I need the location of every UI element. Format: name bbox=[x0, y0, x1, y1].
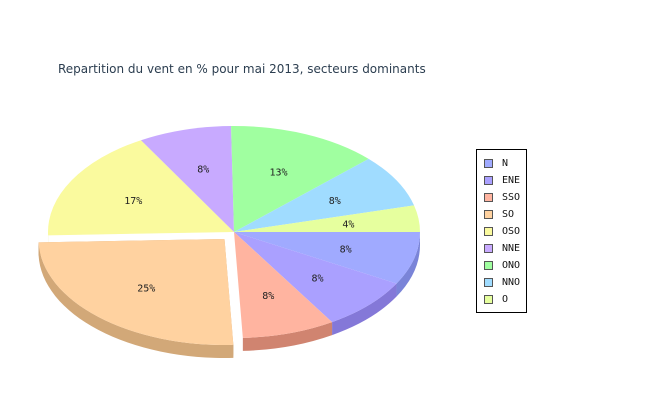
legend-item-o: O bbox=[484, 293, 508, 306]
pie-label-ono: 13% bbox=[270, 167, 288, 178]
legend-label: ENE bbox=[502, 175, 521, 186]
legend-item-nno: NNO bbox=[484, 276, 520, 289]
legend-label: SO bbox=[502, 209, 515, 220]
legend-label: ONO bbox=[502, 260, 521, 271]
pie-slice-sso bbox=[234, 232, 333, 338]
legend-swatch bbox=[484, 295, 493, 304]
legend-item-n: N bbox=[484, 157, 508, 170]
legend-label: O bbox=[502, 294, 509, 305]
pie-slice-ono bbox=[231, 126, 369, 232]
legend-swatch bbox=[484, 210, 493, 219]
pie-label-so: 25% bbox=[137, 283, 155, 294]
legend-label: OSO bbox=[502, 226, 521, 237]
pie-side-ene bbox=[332, 283, 397, 336]
pie-slice-o bbox=[234, 205, 420, 232]
pie-label-sso: 8% bbox=[262, 291, 274, 302]
pie-slice-oso bbox=[48, 140, 234, 236]
legend-label: NNO bbox=[502, 277, 521, 288]
pie-top-layer bbox=[38, 126, 420, 346]
legend-item-ene: ENE bbox=[484, 174, 520, 187]
legend-swatch bbox=[484, 227, 493, 236]
legend-swatch bbox=[484, 261, 493, 270]
pie-label-o: 4% bbox=[342, 220, 354, 231]
pie-label-oso: 17% bbox=[124, 196, 142, 207]
legend-item-sso: SSO bbox=[484, 191, 520, 204]
legend-item-so: SO bbox=[484, 208, 514, 221]
pie-slice-n bbox=[234, 232, 420, 284]
pie-label-layer: 8% 8% 8% 25% 17% 8% 13% 8% 4% bbox=[124, 165, 354, 302]
legend-item-nne: NNE bbox=[484, 242, 520, 255]
legend-swatch bbox=[484, 176, 493, 185]
legend-swatch bbox=[484, 244, 493, 253]
pie-label-nne: 8% bbox=[197, 165, 209, 176]
pie-side-n bbox=[396, 232, 420, 297]
pie-label-ene: 8% bbox=[311, 273, 323, 284]
legend-swatch bbox=[484, 159, 493, 168]
legend-label: NNE bbox=[502, 243, 521, 254]
legend-swatch bbox=[484, 193, 493, 202]
legend: N ENE SSO SO OSO NNE ONO NNO O bbox=[476, 149, 527, 313]
pie-side-so bbox=[38, 242, 234, 359]
legend-swatch bbox=[484, 278, 493, 287]
pie-label-nno: 8% bbox=[329, 196, 341, 207]
pie-slice-so bbox=[38, 239, 234, 346]
chart-title: Repartition du vent en % pour mai 2013, … bbox=[58, 62, 426, 76]
pie-slice-ene bbox=[234, 232, 397, 323]
pie-side-sso bbox=[242, 322, 333, 351]
legend-item-oso: OSO bbox=[484, 225, 520, 238]
legend-label: SSO bbox=[502, 192, 521, 203]
pie-label-n: 8% bbox=[340, 245, 352, 256]
pie-slice-nne bbox=[141, 126, 234, 232]
legend-label: N bbox=[502, 158, 509, 169]
legend-item-ono: ONO bbox=[484, 259, 520, 272]
pie-slice-nno bbox=[234, 158, 415, 232]
